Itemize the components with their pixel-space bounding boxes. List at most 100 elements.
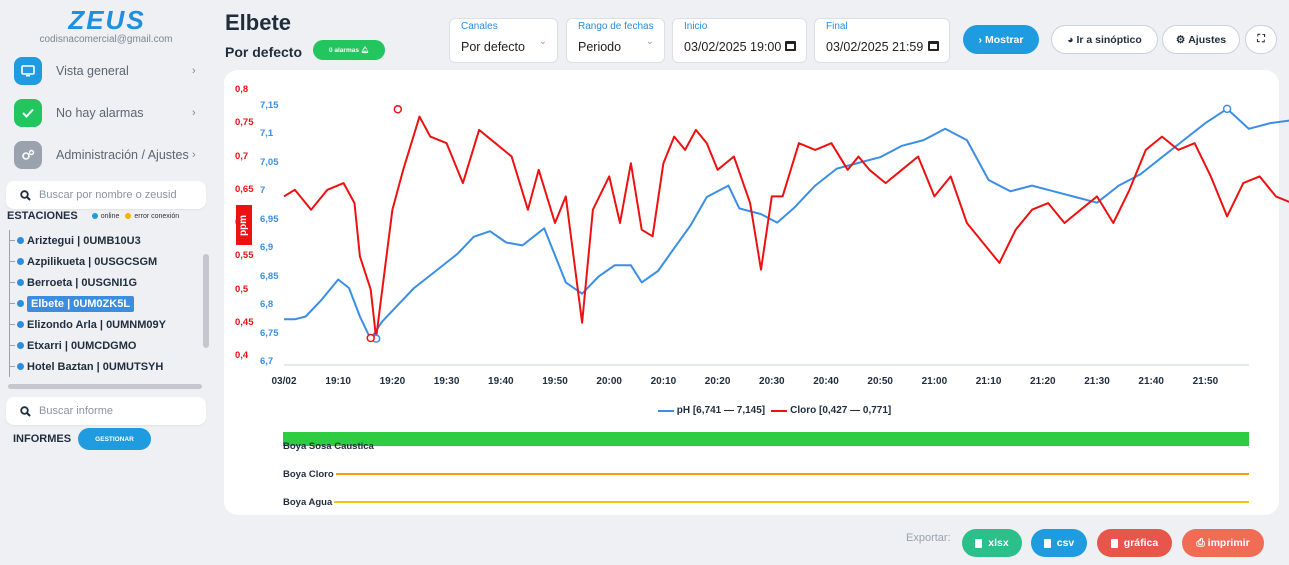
- nav-alarmas[interactable]: No hay alarmas ›: [14, 97, 204, 129]
- alarms-label: 0 alarmas: [328, 46, 359, 54]
- export-grafica-button[interactable]: gráfica: [1097, 529, 1172, 557]
- report-search[interactable]: [6, 397, 206, 425]
- export-csv-button[interactable]: csv: [1031, 529, 1087, 557]
- station-item-selected[interactable]: Elbete | 0UM0ZK5L: [7, 293, 203, 314]
- search-icon: [20, 405, 31, 417]
- station-item[interactable]: Berroeta | 0USGNI1G: [7, 272, 203, 293]
- stations-header: ESTACIONES online error conexión: [7, 210, 179, 222]
- y-left-tick: 6,85: [260, 270, 279, 282]
- inicio-value: 03/02/2025 19:00: [684, 40, 782, 54]
- stations-list: Ariztegui | 0UMB10U3 Azpilikueta | 0USGC…: [7, 230, 203, 382]
- report-search-input[interactable]: [39, 405, 199, 417]
- boya-agua-bar: [283, 501, 1249, 503]
- station-item[interactable]: Etxarri | 0UMCDGMO: [7, 335, 203, 356]
- station-item[interactable]: Azpilikueta | 0USGCSGM: [7, 251, 203, 272]
- status-dot: [17, 321, 24, 328]
- y-right-tick: 0,5: [235, 283, 249, 295]
- user-email: codisnacomercial@gmail.com: [39, 34, 173, 45]
- x-tick: 21:40: [1138, 376, 1164, 387]
- ajustes-label: Ajustes: [1188, 33, 1227, 46]
- boya-cloro-bar: [283, 473, 1249, 475]
- station-item[interactable]: Elizondo Arla | 0UMNM09Y: [7, 314, 203, 335]
- gear-icon: ⚙: [1175, 33, 1189, 46]
- stations-vertical-scrollbar[interactable]: [203, 254, 209, 348]
- rango-value: Periodo: [578, 40, 622, 54]
- export-label: Exportar:: [906, 532, 951, 544]
- y-left-tick: 7,05: [260, 156, 279, 168]
- station-item[interactable]: Ariztegui | 0UMB10U3: [7, 230, 203, 251]
- x-tick: 21:00: [921, 376, 948, 387]
- file-icon: [975, 538, 983, 548]
- gears-icon: [14, 141, 42, 169]
- print-button[interactable]: ⎙ imprimir: [1182, 529, 1264, 557]
- final-input[interactable]: Final 03/02/2025 21:59: [814, 18, 950, 63]
- fullscreen-button[interactable]: ⛶: [1245, 25, 1277, 54]
- x-tick: 20:20: [704, 376, 731, 387]
- canales-select[interactable]: Canales Por defecto ⌄: [449, 18, 558, 63]
- alarms-badge[interactable]: 0 alarmas 🔔︎: [313, 40, 385, 60]
- stations-title: ESTACIONES: [7, 210, 78, 222]
- printer-icon: ⎙: [1196, 536, 1208, 549]
- chevron-right-icon: ›: [192, 149, 196, 161]
- xlsx-label: xlsx: [988, 537, 1009, 549]
- boya-sosa-label: Boya Sosa Caustica: [283, 441, 374, 452]
- calendar-icon[interactable]: [785, 41, 796, 51]
- x-tick: 20:30: [759, 376, 785, 387]
- nav-label: Administración / Ajustes: [56, 148, 189, 162]
- legend-cloro[interactable]: Cloro [0,427 — 0,771]: [771, 405, 891, 416]
- x-tick: 19:50: [542, 376, 568, 387]
- x-tick: 20:00: [596, 376, 622, 387]
- search-icon: [20, 189, 31, 201]
- rango-select[interactable]: Rango de fechas Periodo ⌄: [566, 18, 665, 63]
- sinoptico-button[interactable]: ◕ Ir a sinóptico: [1051, 25, 1158, 54]
- calendar-icon[interactable]: [928, 41, 939, 51]
- final-caption: Final: [826, 21, 848, 32]
- station-label: Elbete | 0UM0ZK5L: [27, 295, 135, 312]
- y-left-tick: 6,9: [260, 242, 274, 254]
- zeus-logo[interactable]: ZEUS: [44, 7, 170, 33]
- x-tick: 21:10: [975, 376, 1002, 387]
- y-right-tick: 0,8: [235, 84, 249, 95]
- legend-ph[interactable]: pH [6,741 — 7,145]: [657, 405, 765, 416]
- ajustes-button[interactable]: ⚙ Ajustes: [1162, 25, 1240, 54]
- y-right-tick: 0,65: [235, 183, 254, 195]
- chart-card: [224, 70, 1279, 515]
- status-dot: [17, 300, 24, 307]
- reports-title: INFORMES: [13, 433, 72, 445]
- y-left-tick: 6,7: [260, 356, 274, 367]
- bell-icon: 🔔︎: [360, 47, 370, 54]
- x-tick: 21:20: [1030, 376, 1056, 387]
- nav-label: Vista general: [56, 64, 129, 78]
- nav-vista-general[interactable]: Vista general ›: [14, 55, 204, 87]
- station-search[interactable]: [6, 181, 206, 209]
- y-left-tick: 7,15: [260, 100, 279, 111]
- mostrar-button[interactable]: › Mostrar: [963, 25, 1039, 54]
- chart-legend: pH [6,741 — 7,145] Cloro [0,427 — 0,771]: [0, 405, 1289, 416]
- inicio-input[interactable]: Inicio 03/02/2025 19:00: [672, 18, 807, 63]
- y-right-tick: 0,45: [235, 316, 254, 328]
- x-tick: 20:40: [813, 376, 839, 387]
- fullscreen-icon: ⛶: [1257, 33, 1265, 45]
- x-tick: 19:20: [379, 376, 406, 387]
- file-icon: [1110, 538, 1118, 548]
- boya-cloro-label: Boya Cloro: [283, 469, 336, 480]
- y-right-tick: 0,55: [235, 250, 254, 262]
- chevron-down-icon: ⌄: [538, 36, 547, 47]
- status-dot: [17, 363, 24, 370]
- svg-text:ZEUS: ZEUS: [67, 7, 145, 33]
- stations-horizontal-scrollbar[interactable]: [8, 384, 202, 389]
- x-tick: 20:10: [650, 376, 677, 387]
- chevron-right-icon: ›: [978, 33, 985, 46]
- manage-reports-button[interactable]: GESTIONAR: [78, 428, 151, 450]
- station-label: Ariztegui | 0UMB10U3: [27, 234, 141, 247]
- station-search-input[interactable]: [39, 189, 199, 201]
- check-icon: [14, 99, 42, 127]
- y-left-tick: 6,8: [260, 299, 274, 311]
- csv-label: csv: [1056, 537, 1075, 549]
- chevron-right-icon: ›: [192, 65, 196, 77]
- monitor-icon: [14, 57, 42, 85]
- nav-administracion[interactable]: Administración / Ajustes ›: [14, 139, 204, 171]
- export-xlsx-button[interactable]: xlsx: [962, 529, 1022, 557]
- station-item[interactable]: Hotel Baztan | 0UMUTSYH: [7, 356, 203, 377]
- y-left-tick: 7,1: [260, 128, 274, 140]
